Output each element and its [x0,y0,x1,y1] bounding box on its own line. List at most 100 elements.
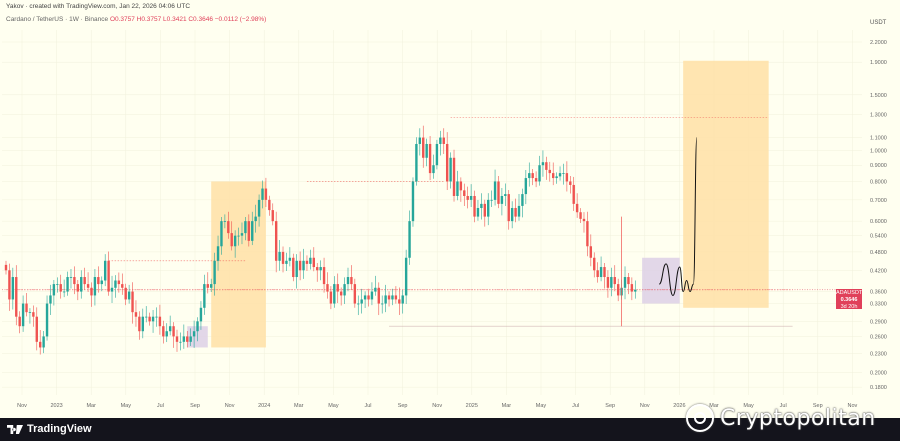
candle-body [257,199,261,217]
candle-body [616,284,620,296]
candle-body [480,203,483,208]
candle-body [203,284,206,308]
candle-body [370,291,374,300]
footer-brand: TradingView [27,423,92,435]
candle-body [524,178,528,195]
candle-body [237,235,240,237]
candle-body [230,233,233,247]
candle-body [575,203,579,213]
candle-body [555,176,558,179]
candle-body [391,295,394,300]
candle-body [623,277,627,288]
candle-body [206,284,209,288]
time-tick-label: Nov [17,403,27,409]
price-tick-label: 0.1800 [870,385,887,391]
price-tick-label: 0.9000 [870,163,887,169]
watermark-text: Cryptopolitan [720,405,876,431]
candle-body [35,316,38,342]
candle-body [213,260,216,285]
price-tick-label: 0.5400 [870,234,887,240]
candle-body [114,280,117,288]
candle-body [456,181,459,196]
candle-body [411,181,415,222]
candle-body [408,221,411,258]
candle-body [493,181,497,200]
candle-body [220,221,223,247]
price-axis-bg [862,0,900,418]
candle-body [117,280,121,285]
candle-body [62,291,66,293]
time-tick-label: Jul [572,403,579,409]
candle-body [244,221,247,234]
candle-body [148,316,151,322]
candle-body [500,195,504,204]
price-tag-price: 0.3646 [840,297,858,303]
candle-body [545,162,548,170]
candle-body [199,307,203,322]
price-tick-label: 0.2600 [870,334,887,340]
symbol-info[interactable]: Cardano / TetherUS · 1W · Binance O0.375… [6,16,266,23]
candle-body [469,195,473,200]
candle-body [627,277,630,285]
candle-body [504,194,507,196]
candle-body [281,251,285,264]
candle-body [196,321,199,332]
axes: USDT 2.2000 1.9000 1.5000 1.3000 1.1000 1.0000… [17,0,900,418]
time-tick-label: Sep [398,403,408,409]
candle-body [435,143,439,166]
candle-body [69,277,73,278]
time-tick-label: Nov [640,403,650,409]
price-tag-symbol: ADAUSDT [836,290,863,296]
price-tick-label: 1.0000 [870,149,887,155]
price-tag-countdown: 3d 20h [840,304,858,310]
time-tick-label: Sep [813,403,823,409]
candle-body [175,336,179,342]
tradingview-logo[interactable]: TradingView [7,423,92,435]
candle-body [521,194,524,206]
candle-body [90,287,93,296]
candle-body [528,173,531,179]
candle-body [264,188,268,200]
candle-body [599,267,603,278]
candle-body [271,210,274,222]
time-tick-label: 2026 [673,403,685,409]
candle-body [162,326,165,337]
candle-body [630,284,634,292]
candle-body [316,267,319,271]
candle-body [49,295,52,304]
candle-body [541,162,545,166]
price-tick-label: 0.7000 [870,198,887,204]
candle-body [25,303,28,313]
candle-body [309,257,312,264]
candle-body [59,284,62,292]
time-tick-label: Mar [502,403,512,409]
candle-body [398,299,401,304]
candle-body [192,331,196,337]
candle-body [418,137,422,144]
candle-body [172,326,175,337]
candle-body [432,165,435,174]
candle-body [261,188,264,200]
time-tick-label: Sep [190,403,200,409]
candle-body [288,257,292,261]
candle-body [517,205,521,217]
candle-body [596,270,599,278]
rally-box [211,181,266,348]
candle-body [343,284,346,296]
candle-body [336,284,339,292]
candle-body [39,341,42,348]
time-tick-label: Jul [157,403,164,409]
candle-body [507,194,510,222]
price-tick-label: 1.3000 [870,113,887,119]
candle-body [377,287,380,304]
candle-body [56,284,59,285]
time-tick-label: May [328,403,339,409]
price-tick-label: 0.8000 [870,179,887,185]
creator-line: Yakov · created with TradingView.com, Ja… [6,3,191,10]
candle-body [131,291,134,313]
price-tick-label: 0.2900 [870,319,887,325]
candle-body [381,303,384,305]
candle-body [363,295,367,300]
candle-body [589,246,593,258]
